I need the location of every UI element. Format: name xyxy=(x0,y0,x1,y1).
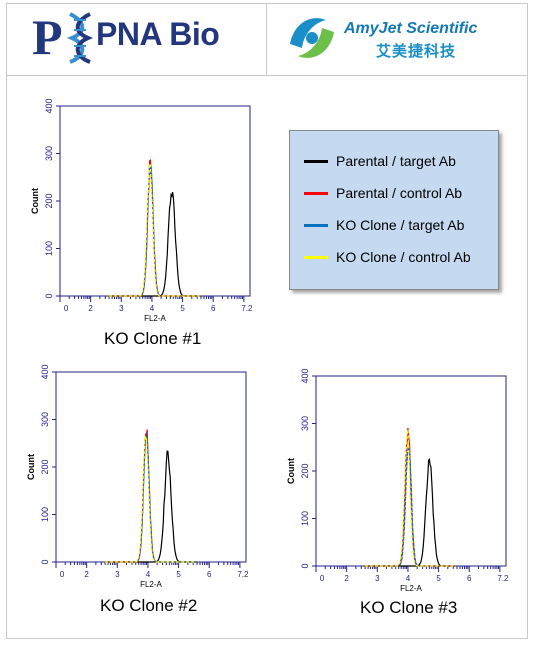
series-line-parental-control-ab xyxy=(105,429,197,563)
chart-title-ko-clone-3: KO Clone #3 xyxy=(360,598,458,617)
legend-entry-parental-target: Parental / target Ab xyxy=(304,151,456,171)
legend-entry-ko-control: KO Clone / control Ab xyxy=(304,247,471,267)
series-line-ko-clone-control-ab xyxy=(365,429,457,567)
amyjet-logo xyxy=(288,14,336,62)
y-axis-label: Count xyxy=(26,454,36,480)
x-tick-label: 3 xyxy=(119,304,124,313)
y-axis-label: Count xyxy=(286,458,296,484)
x-tick-label: 4 xyxy=(146,570,151,579)
pna-bio-logo: P xyxy=(32,9,94,65)
x-tick-label: 6 xyxy=(467,574,472,583)
logo-divider xyxy=(266,3,267,75)
x-tick-label: 0 xyxy=(60,570,65,579)
legend-label-parental-control: Parental / control Ab xyxy=(336,185,463,201)
x-axis-label: FL2-A xyxy=(144,314,166,323)
y-tick-label: 400 xyxy=(40,364,50,379)
histogram-ko-clone-3: 0 100 200 300 400 Count 0 2 3 4 5 6 7.2 FL2-A xyxy=(286,368,509,593)
x-tick-label: 2 xyxy=(88,304,93,313)
chart-title-ko-clone-2: KO Clone #2 xyxy=(100,596,198,615)
y-tick-label: 0 xyxy=(300,563,310,568)
x-tick-label: 7.2 xyxy=(241,304,253,313)
x-axis-label: FL2-A xyxy=(140,580,162,589)
legend-swatch-parental-control xyxy=(304,191,328,195)
x-tick-label: 6 xyxy=(207,570,212,579)
x-tick-label: 5 xyxy=(436,574,441,583)
chart-title-ko-clone-1: KO Clone #1 xyxy=(104,329,202,348)
y-tick-label: 200 xyxy=(40,459,50,474)
series-line-ko-clone-control-ab xyxy=(105,434,197,563)
histogram-ko-clone-1: 0 100 200 300 400 Count 0 2 3 4 5 6 7.2 FL2-A xyxy=(30,98,253,323)
histogram-ko-clone-2: 0 100 200 300 400 Count 0 2 3 4 5 6 7.2 FL2-A xyxy=(26,364,249,589)
svg-text:P: P xyxy=(32,9,63,65)
x-tick-label: 2 xyxy=(344,574,349,583)
logo-row xyxy=(6,3,528,76)
legend-entry-parental-control: Parental / control Ab xyxy=(304,183,462,203)
y-tick-label: 100 xyxy=(300,511,310,526)
y-tick-label: 200 xyxy=(300,463,310,478)
y-tick-label: 200 xyxy=(44,193,54,208)
legend-swatch-ko-control xyxy=(304,255,328,259)
x-tick-label: 5 xyxy=(176,570,181,579)
y-axis-label: Count xyxy=(30,188,40,214)
legend-swatch-parental-target xyxy=(304,159,328,163)
legend-entry-ko-target: KO Clone / target Ab xyxy=(304,215,464,235)
y-tick-label: 300 xyxy=(44,146,54,161)
x-tick-label: 3 xyxy=(375,574,380,583)
pna-bio-logo-text: PNA Bio xyxy=(96,16,220,52)
series-line-ko-clone-control-ab xyxy=(109,163,201,297)
x-tick-label: 7.2 xyxy=(497,574,509,583)
figure-frame xyxy=(6,3,528,639)
x-tick-label: 4 xyxy=(406,574,411,583)
amyjet-logo-cn-text: 艾美捷科技 xyxy=(376,42,457,60)
amyjet-logo-text: AmyJet Scientific xyxy=(344,20,478,37)
y-tick-label: 100 xyxy=(44,241,54,256)
series-line-ko-clone-target-ab xyxy=(105,432,197,563)
x-tick-label: 3 xyxy=(115,570,120,579)
x-axis-label: FL2-A xyxy=(400,584,422,593)
x-tick-label: 0 xyxy=(64,304,69,313)
x-tick-label: 0 xyxy=(320,574,325,583)
y-tick-label: 400 xyxy=(44,98,54,113)
x-tick-label: 6 xyxy=(211,304,216,313)
legend-label-ko-target: KO Clone / target Ab xyxy=(336,217,465,233)
legend-label-parental-target: Parental / target Ab xyxy=(336,153,456,169)
legend-swatch-ko-target xyxy=(304,223,328,227)
y-tick-label: 400 xyxy=(300,368,310,383)
y-tick-label: 100 xyxy=(40,507,50,522)
y-tick-label: 0 xyxy=(44,293,54,298)
x-tick-label: 4 xyxy=(150,304,155,313)
y-tick-label: 0 xyxy=(40,559,50,564)
x-tick-label: 5 xyxy=(180,304,185,313)
legend-label-ko-control: KO Clone / control Ab xyxy=(336,249,471,265)
x-tick-label: 2 xyxy=(84,570,89,579)
x-tick-label: 7.2 xyxy=(237,570,249,579)
legend: Parental / target Ab Parental / control … xyxy=(289,130,499,290)
y-tick-label: 300 xyxy=(300,416,310,431)
y-tick-label: 300 xyxy=(40,412,50,427)
